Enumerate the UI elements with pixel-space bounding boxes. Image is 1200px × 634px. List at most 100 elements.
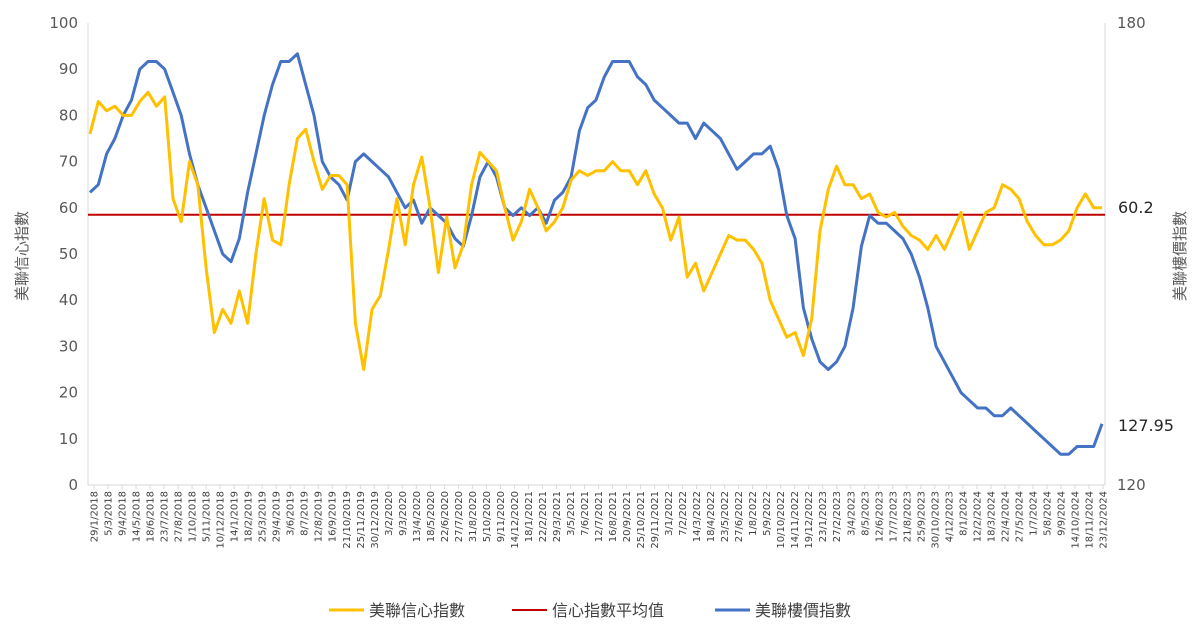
x-tick-label: 8/5/2023 xyxy=(860,491,871,536)
plot-frame xyxy=(87,23,1106,486)
x-tick-label: 14/12/2020 xyxy=(510,491,521,549)
x-tick-label: 12/2/2024 xyxy=(972,491,983,542)
x-tick-label: 30/10/2023 xyxy=(930,491,941,549)
x-tick-label: 23/12/2024 xyxy=(1099,491,1110,549)
x-tick-label: 18/11/2024 xyxy=(1084,491,1095,549)
x-tick-label: 14/1/2019 xyxy=(230,491,241,542)
left-tick-label: 40 xyxy=(59,291,78,309)
left-tick-label: 30 xyxy=(59,337,78,355)
x-tick-label: 27/5/2024 xyxy=(1014,491,1025,542)
x-tick-label: 18/5/2020 xyxy=(426,491,437,542)
x-tick-label: 8/1/2024 xyxy=(958,491,969,536)
x-tick-label: 7/6/2021 xyxy=(580,491,591,536)
x-tick-label: 9/9/2024 xyxy=(1056,491,1067,536)
x-tick-label: 27/6/2022 xyxy=(734,491,745,542)
x-tick-label: 19/12/2022 xyxy=(804,491,815,549)
x-tick-label: 25/11/2019 xyxy=(356,491,367,549)
legend: 美聯信心指數 信心指數平均值 美聯樓價指數 xyxy=(329,601,851,620)
x-tick-label: 14/11/2022 xyxy=(790,491,801,549)
x-tick-label: 1/10/2018 xyxy=(188,491,199,542)
x-tick-label: 10/12/2018 xyxy=(216,491,227,549)
left-tick-label: 0 xyxy=(68,476,78,494)
left-tick-label: 20 xyxy=(59,384,78,402)
left-tick-label: 70 xyxy=(59,153,78,171)
x-tick-label: 1/8/2022 xyxy=(748,491,759,536)
x-tick-label: 23/7/2018 xyxy=(160,491,171,542)
left-tick-label: 90 xyxy=(59,60,78,78)
series-line-price-index xyxy=(88,52,1104,456)
x-tick-label: 5/10/2020 xyxy=(482,491,493,542)
x-tick-label: 9/3/2020 xyxy=(398,491,409,536)
x-tick-label: 21/10/2019 xyxy=(342,491,353,549)
x-tick-label: 3/6/2019 xyxy=(286,491,297,536)
x-tick-label: 3/2/2020 xyxy=(384,491,395,536)
legend-label-confidence: 美聯信心指數 xyxy=(369,601,465,620)
legend-label-price: 美聯樓價指數 xyxy=(755,601,851,620)
x-tick-label: 12/8/2019 xyxy=(314,491,325,542)
x-tick-label: 9/4/2018 xyxy=(118,491,129,536)
x-tick-label: 25/3/2019 xyxy=(258,491,269,542)
x-tick-label: 18/2/2019 xyxy=(244,491,255,542)
x-tick-label: 12/6/2023 xyxy=(874,491,885,542)
end-label-confidence: 60.2 xyxy=(1118,198,1154,217)
x-tick-label: 29/3/2021 xyxy=(552,491,563,542)
x-tick-label: 1/7/2024 xyxy=(1028,491,1039,536)
left-axis-title: 美聯信心指數 xyxy=(13,211,31,301)
x-tick-label: 22/6/2020 xyxy=(440,491,451,542)
x-tick-label: 8/7/2019 xyxy=(300,491,311,536)
x-tick-label: 29/1/2018 xyxy=(90,491,101,542)
x-tick-label: 23/5/2022 xyxy=(720,491,731,542)
x-tick-label: 10/10/2022 xyxy=(776,491,787,549)
x-tick-label: 16/9/2019 xyxy=(328,491,339,542)
right-tick-label: 180 xyxy=(1117,14,1146,32)
x-tick-label: 18/4/2022 xyxy=(706,491,717,542)
right-axis-title: 美聯樓價指數 xyxy=(1171,211,1189,301)
x-tick-label: 5/9/2022 xyxy=(762,491,773,536)
x-tick-label: 25/10/2021 xyxy=(636,491,647,549)
left-tick-label: 60 xyxy=(59,199,78,217)
left-axis-ticks: 0 10 20 30 40 50 60 70 80 90 100 xyxy=(49,14,78,494)
legend-label-average: 信心指數平均值 xyxy=(552,601,664,620)
x-tick-label: 22/2/2021 xyxy=(538,491,549,542)
x-tick-label: 3/4/2023 xyxy=(846,491,857,536)
x-tick-label: 14/3/2022 xyxy=(692,491,703,542)
x-tick-label: 31/8/2020 xyxy=(468,491,479,542)
right-axis-ticks: 120 180 xyxy=(1117,14,1146,494)
x-tick-label: 5/3/2018 xyxy=(104,491,115,536)
x-tick-label: 21/8/2023 xyxy=(902,491,913,542)
x-tick-label: 5/11/2018 xyxy=(202,491,213,542)
x-tick-label: 18/1/2021 xyxy=(524,491,535,542)
x-tick-label: 3/5/2021 xyxy=(566,491,577,536)
x-tick-label: 14/10/2024 xyxy=(1070,491,1081,549)
x-tick-label: 9/11/2020 xyxy=(496,491,507,542)
x-tick-label: 23/1/2023 xyxy=(818,491,829,542)
x-tick-label: 3/1/2022 xyxy=(664,491,675,536)
left-tick-label: 50 xyxy=(59,245,78,263)
x-tick-label: 22/4/2024 xyxy=(1000,491,1011,542)
x-tick-label: 25/9/2023 xyxy=(916,491,927,542)
x-tick-label: 17/7/2023 xyxy=(888,491,899,542)
x-tick-label: 14/5/2018 xyxy=(132,491,143,542)
x-tick-label: 12/7/2021 xyxy=(594,491,605,542)
x-tick-label: 18/3/2024 xyxy=(986,491,997,542)
x-tick-label: 27/2/2023 xyxy=(832,491,843,542)
x-tick-label: 4/12/2023 xyxy=(944,491,955,542)
x-axis-ticks: 29/1/2018 5/3/2018 9/4/2018 14/5/2018 18/6/2… xyxy=(90,485,1110,549)
x-tick-label: 16/8/2021 xyxy=(608,491,619,542)
series-line-confidence-index xyxy=(88,90,1102,371)
x-tick-label: 18/6/2018 xyxy=(146,491,157,542)
x-tick-label: 30/12/2019 xyxy=(370,491,381,549)
x-tick-label: 13/4/2020 xyxy=(412,491,423,542)
x-tick-label: 20/9/2021 xyxy=(622,491,633,542)
right-tick-label: 120 xyxy=(1117,476,1146,494)
x-tick-label: 29/11/2021 xyxy=(650,491,661,549)
left-tick-label: 80 xyxy=(59,106,78,124)
x-tick-label: 27/8/2018 xyxy=(174,491,185,542)
x-tick-label: 5/8/2024 xyxy=(1042,491,1053,536)
end-label-price: 127.95 xyxy=(1118,416,1174,435)
x-tick-label: 27/7/2020 xyxy=(454,491,465,542)
x-tick-label: 7/2/2022 xyxy=(678,491,689,536)
left-tick-label: 100 xyxy=(49,14,78,32)
x-tick-label: 29/4/2019 xyxy=(272,491,283,542)
